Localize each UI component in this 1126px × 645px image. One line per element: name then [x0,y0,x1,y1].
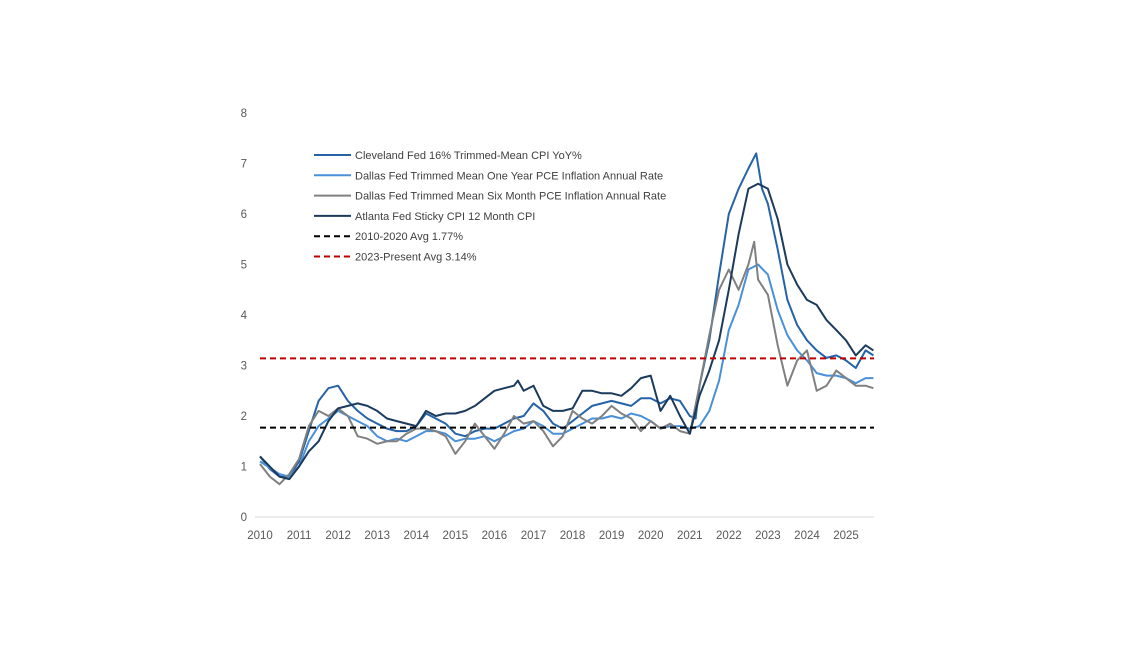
legend-label: Cleveland Fed 16% Trimmed-Mean CPI YoY% [355,150,582,162]
y-tick-label: 5 [241,260,247,272]
legend-item: 2010-2020 Avg 1.77% [314,231,463,243]
x-tick-label: 2017 [521,530,547,542]
x-tick-label: 2025 [833,530,859,542]
x-tick-label: 2022 [716,530,742,542]
y-tick-label: 7 [241,159,247,171]
y-tick-label: 8 [241,108,247,120]
x-tick-label: 2018 [560,530,586,542]
legend-item: 2023-Present Avg 3.14% [314,252,477,264]
legend-item: Dallas Fed Trimmed Mean Six Month PCE In… [314,191,666,203]
x-tick-label: 2021 [677,530,703,542]
legend-item: Dallas Fed Trimmed Mean One Year PCE Inf… [314,170,663,182]
y-tick-label: 2 [241,411,247,423]
series-line-2 [259,263,874,478]
legend-label: Atlanta Fed Sticky CPI 12 Month CPI [355,211,535,223]
x-tick-label: 2013 [364,530,390,542]
legend-label: 2023-Present Avg 3.14% [355,252,477,264]
x-tick-label: 2011 [287,530,312,542]
y-tick-label: 3 [241,361,247,373]
x-axis-ticks: 2010 2011 2012 2013 2014 2015 2016 2017 2018 2019… [247,530,859,542]
legend: Cleveland Fed 16% Trimmed-Mean CPI YoY% D… [314,150,666,264]
y-tick-label: 4 [241,310,248,322]
x-tick-label: 2014 [403,530,429,542]
reference-lines [260,357,874,429]
x-tick-label: 2012 [325,530,351,542]
x-tick-label: 2019 [599,530,625,542]
x-tick-label: 2020 [638,530,664,542]
x-tick-label: 2016 [482,530,508,542]
y-tick-label: 6 [241,209,247,221]
series-line-1 [259,152,874,478]
series-line-3 [259,240,874,486]
legend-item: Cleveland Fed 16% Trimmed-Mean CPI YoY% [314,150,582,162]
x-tick-label: 2023 [755,530,781,542]
series-line-4 [259,182,874,481]
y-tick-label: 0 [241,512,247,524]
x-tick-label: 2015 [443,530,469,542]
series-lines [259,152,874,486]
legend-label: Dallas Fed Trimmed Mean One Year PCE Inf… [355,170,663,182]
y-axis-ticks: 0 1 2 3 4 5 6 7 8 [241,108,248,524]
x-tick-label: 2010 [247,530,273,542]
legend-label: Dallas Fed Trimmed Mean Six Month PCE In… [355,191,666,203]
legend-label: 2010-2020 Avg 1.77% [355,231,463,243]
y-tick-label: 1 [241,462,247,474]
legend-item: Atlanta Fed Sticky CPI 12 Month CPI [314,211,535,223]
x-tick-label: 2024 [794,530,820,542]
